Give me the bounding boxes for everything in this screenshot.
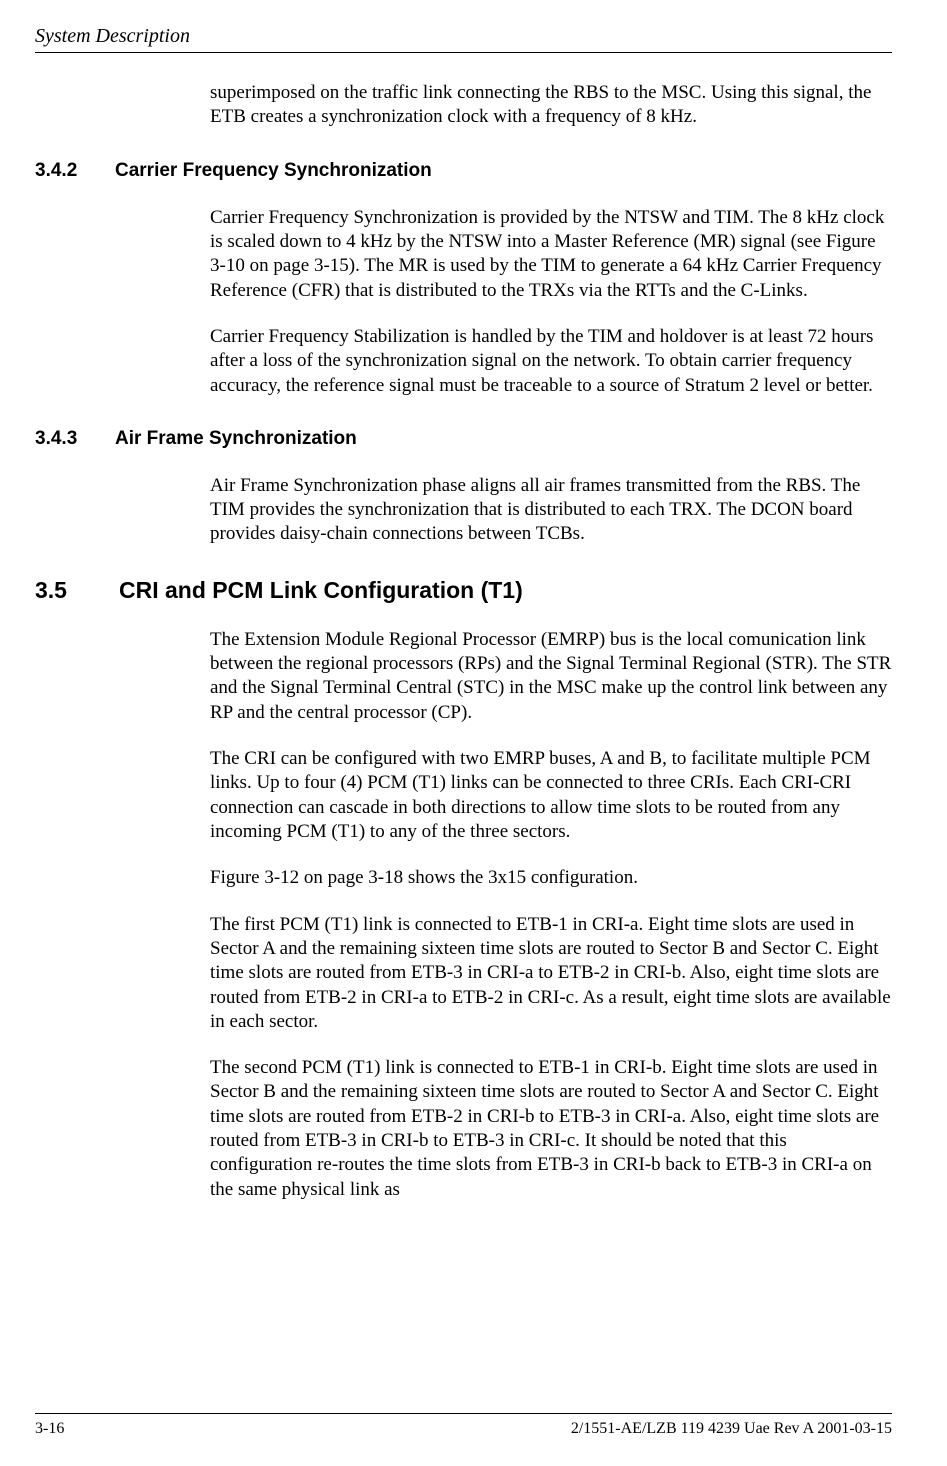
s35-p4: The first PCM (T1) link is connected to … [210,913,892,1035]
heading-text: CRI and PCM Link Configuration (T1) [119,577,523,603]
heading-num: 3.4.3 [35,428,87,450]
page-footer: 3-16 2/1551-AE/LZB 119 4239 Uae Rev A 20… [35,1413,892,1438]
footer-rule [35,1413,892,1414]
s343-p1: Air Frame Synchronization phase aligns a… [210,474,892,547]
intro-paragraph: superimposed on the traffic link connect… [210,81,892,130]
header-rule [35,52,892,53]
page-header-title: System Description [35,25,892,48]
document-reference: 2/1551-AE/LZB 119 4239 Uae Rev A 2001-03… [571,1420,892,1438]
heading-3-4-2: 3.4.2 Carrier Frequency Synchronization [35,160,892,182]
s342-p1: Carrier Frequency Synchronization is pro… [210,206,892,303]
heading-num: 3.4.2 [35,160,87,182]
footer-row: 3-16 2/1551-AE/LZB 119 4239 Uae Rev A 20… [35,1420,892,1438]
s35-p3: Figure 3-12 on page 3-18 shows the 3x15 … [210,866,892,890]
heading-3-4-3: 3.4.3 Air Frame Synchronization [35,428,892,450]
heading-3-5: 3.5 CRI and PCM Link Configuration (T1) [35,577,892,604]
s35-p2: The CRI can be configured with two EMRP … [210,747,892,844]
s35-p1: The Extension Module Regional Processor … [210,628,892,725]
heading-num: 3.5 [35,577,87,604]
heading-text: Carrier Frequency Synchronization [115,160,432,181]
s35-p5: The second PCM (T1) link is connected to… [210,1056,892,1202]
s342-p2: Carrier Frequency Stabilization is handl… [210,325,892,398]
heading-text: Air Frame Synchronization [115,428,357,449]
page-number: 3-16 [35,1420,64,1438]
